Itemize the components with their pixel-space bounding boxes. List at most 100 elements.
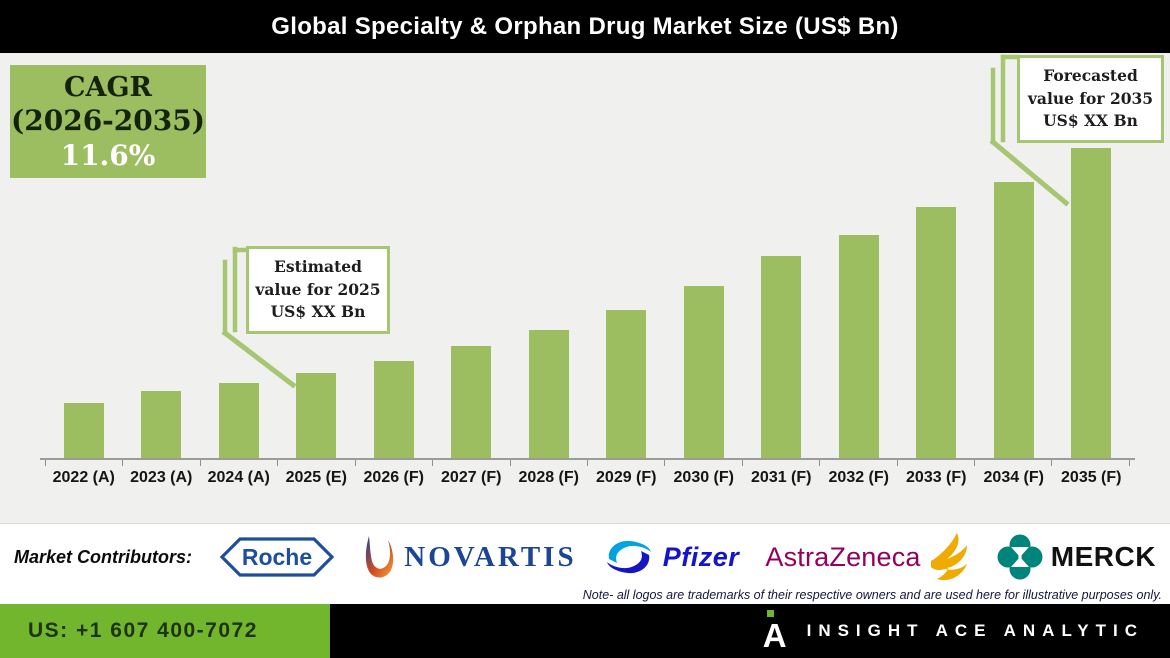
bar-column: [45, 403, 123, 458]
bar-column: [433, 346, 511, 458]
pfizer-swirl-icon: [606, 540, 651, 574]
bar-column: [588, 310, 666, 458]
novartis-wordmark: NOVARTIS: [404, 540, 577, 573]
bar-2034 (F): [993, 182, 1034, 458]
x-axis-label: 2034 (F): [983, 469, 1044, 486]
cagr-label: CAGR: [64, 72, 152, 103]
phone-box: US: +1 607 400-7072: [0, 604, 330, 658]
pfizer-wordmark: Pfizer: [662, 541, 740, 572]
bar-column: [898, 207, 976, 458]
contributors-strip: Market Contributors: Roche NOVARTIS: [0, 524, 1170, 604]
bar-2022 (A): [63, 403, 104, 458]
bars: [45, 113, 1130, 458]
bar-column: [1053, 148, 1131, 458]
x-axis-label: 2032 (F): [828, 469, 889, 486]
x-axis-label: 2026 (F): [363, 469, 424, 486]
pfizer-logo: Pfizer: [603, 537, 740, 577]
axis-tick: [898, 460, 976, 466]
x-axis-label: 2027 (F): [441, 469, 502, 486]
axis-tick: [511, 460, 588, 466]
roche-hexagon-icon: Roche: [219, 537, 335, 577]
callout-text: Forecasted: [1043, 66, 1138, 86]
callout-text: value for 2025: [255, 279, 381, 299]
x-axis-labels: 2022 (A) 2023 (A) 2024 (A) 2025 (E) 2026 (F)…: [45, 469, 1130, 487]
callout-text: US$ XX Bn: [270, 302, 366, 322]
logo-letter: A: [762, 617, 787, 654]
brand-name: INSIGHT ACE ANALYTIC: [806, 621, 1144, 640]
axis-tick: [123, 460, 201, 466]
bar-column: [975, 182, 1053, 458]
bar-column: [278, 373, 356, 458]
insightace-logo-icon: A: [763, 610, 787, 652]
axis-tick: [46, 460, 124, 466]
astrazeneca-logo: AstraZeneca: [765, 531, 970, 583]
callout-estimated-2025: Estimated value for 2025 US$ XX Bn: [246, 246, 390, 334]
bar-2028 (F): [528, 330, 569, 458]
trademark-note: Note- all logos are trademarks of their …: [582, 588, 1162, 602]
roche-wordmark: Roche: [242, 544, 312, 570]
x-axis-label: 2028 (F): [518, 469, 579, 486]
cagr-value: 11.6%: [60, 138, 156, 172]
bar-2025 (E): [296, 373, 337, 458]
footer-bar: US: +1 607 400-7072 A INSIGHT ACE ANALYT…: [0, 604, 1170, 658]
merck-logo: MERCK: [997, 534, 1156, 580]
bar-2029 (F): [606, 310, 647, 458]
bar-2026 (F): [373, 361, 414, 458]
merck-wordmark: MERCK: [1050, 541, 1156, 572]
page-title: Global Specialty & Orphan Drug Market Si…: [271, 12, 899, 40]
bar-column: [665, 286, 743, 458]
bar-column: [743, 256, 821, 458]
bar-2031 (F): [761, 256, 802, 458]
bar-2027 (F): [451, 346, 492, 458]
x-axis-label: 2025 (E): [285, 469, 347, 486]
axis-tick: [975, 460, 1053, 466]
logo-green-dot: [767, 610, 775, 617]
bar-column: [820, 235, 898, 458]
axis-tick: [820, 460, 898, 466]
x-axis-label: 2033 (F): [906, 469, 967, 486]
axis-tick: [588, 460, 666, 466]
axis-tick: [433, 460, 511, 466]
x-axis-line: [40, 458, 1135, 460]
x-axis-label: 2030 (F): [673, 469, 734, 486]
axis-tick: [1052, 460, 1130, 466]
x-axis-label: 2031 (F): [751, 469, 812, 486]
bar-2024 (A): [218, 383, 259, 458]
cagr-badge: CAGR (2026-2035) 11.6%: [10, 65, 206, 178]
novartis-logo: NOVARTIS: [362, 534, 576, 580]
brand-bar: A INSIGHT ACE ANALYTIC: [330, 604, 1170, 658]
chart-area: CAGR (2026-2035) 11.6% Estimated value f…: [0, 53, 1170, 524]
cagr-period: (2026-2035): [11, 104, 205, 138]
roche-logo: Roche: [218, 533, 336, 581]
bar-2030 (F): [683, 286, 724, 458]
callout-text: US$ XX Bn: [1043, 111, 1138, 131]
bar-2023 (A): [141, 391, 182, 458]
novartis-flame-icon: [366, 536, 394, 578]
bar-column: [355, 361, 433, 458]
bar-2033 (F): [916, 207, 957, 458]
x-axis-label: 2029 (F): [596, 469, 657, 486]
axis-tick: [278, 460, 356, 466]
astrazeneca-wordmark: AstraZeneca: [765, 541, 921, 572]
callout-text: Estimated: [274, 257, 362, 277]
bar-2032 (F): [838, 235, 879, 458]
merck-circles-icon: [997, 534, 1043, 580]
title-bar: Global Specialty & Orphan Drug Market Si…: [0, 0, 1170, 53]
x-axis-ticks: [45, 460, 1130, 466]
x-axis-label: 2022 (A): [52, 469, 115, 486]
phone-number: US: +1 607 400-7072: [28, 619, 258, 642]
axis-tick: [665, 460, 743, 466]
contributors-label: Market Contributors:: [14, 546, 193, 567]
axis-tick: [201, 460, 279, 466]
bar-column: [123, 391, 201, 458]
bar-column: [200, 383, 278, 458]
axis-tick: [743, 460, 821, 466]
callout-text: value for 2035: [1027, 88, 1154, 108]
callout-forecasted-2035: Forecasted value for 2035 US$ XX Bn: [1017, 55, 1164, 143]
astrazeneca-swoosh-icon: [930, 533, 967, 581]
x-axis-label: 2024 (A): [207, 469, 270, 486]
axis-tick: [356, 460, 434, 466]
x-axis-label: 2023 (A): [130, 469, 193, 486]
bar-2035 (F): [1071, 148, 1112, 458]
